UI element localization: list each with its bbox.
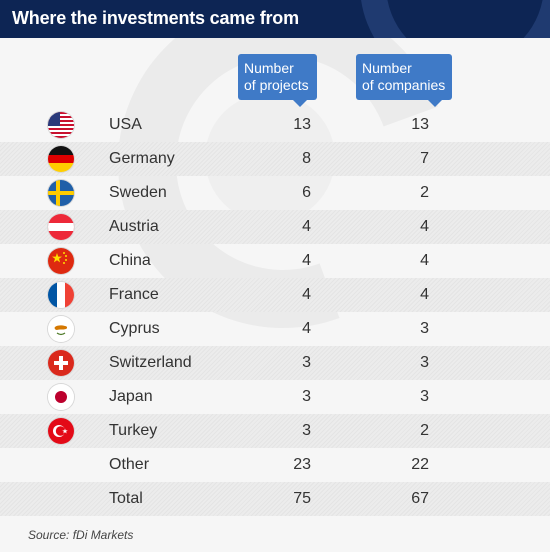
companies-value: 13 [411, 116, 429, 133]
country-label: Sweden [109, 184, 167, 201]
companies-value: 4 [420, 252, 429, 269]
cyprus-flag-icon [48, 316, 74, 342]
table-row: Other 23 22 [0, 448, 550, 482]
projects-value: 23 [293, 456, 311, 473]
country-label: Total [109, 490, 143, 507]
country-label: France [109, 286, 159, 303]
column-header-projects: Number of projects [238, 54, 317, 107]
country-label: Japan [109, 388, 153, 405]
companies-value: 22 [411, 456, 429, 473]
column-header-projects-line1: Number [244, 60, 294, 76]
table-row: USA 13 13 [0, 108, 550, 142]
table-rows: USA 13 13 Germany 8 7 Sweden 6 2 Austria 4 4 China 4 4… [0, 108, 550, 516]
projects-value: 4 [302, 218, 311, 235]
projects-value: 13 [293, 116, 311, 133]
column-header-companies-line1: Number [362, 60, 412, 76]
turkey-flag-icon [48, 418, 74, 444]
companies-value: 2 [420, 422, 429, 439]
companies-value: 3 [420, 388, 429, 405]
companies-value: 7 [420, 150, 429, 167]
column-header-companies: Number of companies [356, 54, 452, 107]
country-label: Turkey [109, 422, 158, 439]
country-label: China [109, 252, 151, 269]
column-header-projects-line2: of projects [244, 77, 309, 93]
companies-value: 67 [411, 490, 429, 507]
germany-flag-icon [48, 146, 74, 172]
projects-value: 4 [302, 286, 311, 303]
table-row: Turkey 3 2 [0, 414, 550, 448]
table-row: China 4 4 [0, 244, 550, 278]
japan-flag-icon [48, 384, 74, 410]
table-row: Austria 4 4 [0, 210, 550, 244]
companies-value: 3 [420, 354, 429, 371]
country-label: USA [109, 116, 142, 133]
usa-flag-icon [48, 112, 74, 138]
projects-value: 3 [302, 388, 311, 405]
sweden-flag-icon [48, 180, 74, 206]
country-label: Cyprus [109, 320, 160, 337]
projects-value: 3 [302, 422, 311, 439]
projects-value: 8 [302, 150, 311, 167]
country-label: Germany [109, 150, 175, 167]
logo-swirl-icon [360, 0, 550, 38]
companies-value: 3 [420, 320, 429, 337]
austria-flag-icon [48, 214, 74, 240]
country-label: Austria [109, 218, 159, 235]
table-row: Cyprus 4 3 [0, 312, 550, 346]
companies-value: 4 [420, 218, 429, 235]
projects-value: 4 [302, 252, 311, 269]
page-title: Where the investments came from [12, 8, 299, 28]
projects-value: 75 [293, 490, 311, 507]
companies-value: 4 [420, 286, 429, 303]
table-row: Germany 8 7 [0, 142, 550, 176]
projects-value: 4 [302, 320, 311, 337]
china-flag-icon [48, 248, 74, 274]
projects-value: 3 [302, 354, 311, 371]
table-row: Switzerland 3 3 [0, 346, 550, 380]
table-row: Total 75 67 [0, 482, 550, 516]
country-label: Switzerland [109, 354, 192, 371]
column-header-companies-line2: of companies [362, 77, 446, 93]
title-bar: Where the investments came from [0, 0, 550, 38]
switzerland-flag-icon [48, 350, 74, 376]
companies-value: 2 [420, 184, 429, 201]
source-note: Source: fDi Markets [28, 528, 134, 542]
projects-value: 6 [302, 184, 311, 201]
france-flag-icon [48, 282, 74, 308]
table-area: Number of projects Number of companies U… [0, 38, 550, 552]
country-label: Other [109, 456, 150, 473]
table-row: France 4 4 [0, 278, 550, 312]
table-row: Japan 3 3 [0, 380, 550, 414]
table-row: Sweden 6 2 [0, 176, 550, 210]
